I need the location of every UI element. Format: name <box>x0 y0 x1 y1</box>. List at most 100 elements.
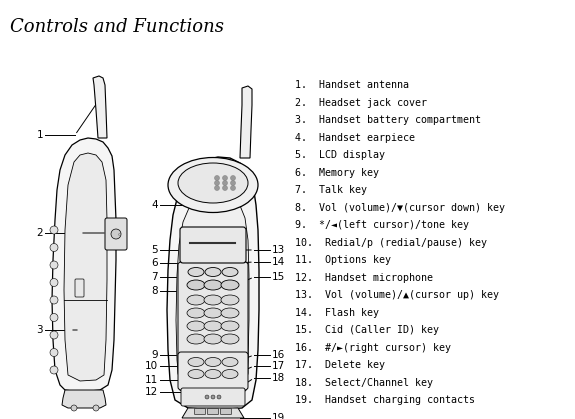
Circle shape <box>93 405 99 411</box>
Circle shape <box>111 229 121 239</box>
Ellipse shape <box>204 321 222 331</box>
Circle shape <box>223 186 228 191</box>
Circle shape <box>71 405 77 411</box>
Text: 5.  LCD display: 5. LCD display <box>295 150 385 160</box>
Circle shape <box>50 296 58 304</box>
Text: 19.  Handset charging contacts: 19. Handset charging contacts <box>295 395 475 405</box>
Circle shape <box>50 261 58 269</box>
Ellipse shape <box>187 295 205 305</box>
Text: 14: 14 <box>272 257 285 267</box>
FancyBboxPatch shape <box>105 218 127 250</box>
Circle shape <box>231 186 236 191</box>
Polygon shape <box>182 408 244 418</box>
Circle shape <box>50 243 58 251</box>
Circle shape <box>50 279 58 287</box>
Circle shape <box>217 395 221 399</box>
Polygon shape <box>52 138 116 392</box>
Text: 1.  Handset antenna: 1. Handset antenna <box>295 80 409 90</box>
Ellipse shape <box>205 357 221 367</box>
Ellipse shape <box>187 334 205 344</box>
Ellipse shape <box>221 280 239 290</box>
Circle shape <box>214 176 220 181</box>
Circle shape <box>205 395 209 399</box>
Ellipse shape <box>187 321 205 331</box>
Text: 11: 11 <box>145 375 158 385</box>
Ellipse shape <box>204 280 222 290</box>
Text: 2: 2 <box>36 228 43 238</box>
Text: 18.  Select/Channel key: 18. Select/Channel key <box>295 378 433 388</box>
Ellipse shape <box>188 357 204 367</box>
Ellipse shape <box>221 295 239 305</box>
Circle shape <box>223 181 228 186</box>
Polygon shape <box>93 76 107 138</box>
Text: 12.  Handset microphone: 12. Handset microphone <box>295 272 433 282</box>
Text: 10: 10 <box>145 361 158 371</box>
Text: 6: 6 <box>151 258 158 268</box>
Ellipse shape <box>178 163 248 203</box>
Text: 7: 7 <box>151 272 158 282</box>
Text: 3.  Handset battery compartment: 3. Handset battery compartment <box>295 115 481 125</box>
Ellipse shape <box>204 334 222 344</box>
Text: 1: 1 <box>36 130 43 140</box>
Polygon shape <box>240 86 252 158</box>
Text: Controls and Functions: Controls and Functions <box>10 18 224 36</box>
Circle shape <box>50 349 58 357</box>
FancyBboxPatch shape <box>178 262 248 376</box>
Text: 15.  Cid (Caller ID) key: 15. Cid (Caller ID) key <box>295 325 439 335</box>
FancyBboxPatch shape <box>75 279 84 297</box>
Text: 16.  #/►(right cursor) key: 16. #/►(right cursor) key <box>295 342 451 352</box>
FancyBboxPatch shape <box>194 409 205 414</box>
Text: 13.  Vol (volume)/▲(cursor up) key: 13. Vol (volume)/▲(cursor up) key <box>295 290 499 300</box>
Ellipse shape <box>188 267 204 277</box>
Text: 11.  Options key: 11. Options key <box>295 255 391 265</box>
Polygon shape <box>64 153 107 381</box>
Circle shape <box>214 181 220 186</box>
Circle shape <box>211 395 215 399</box>
Ellipse shape <box>221 308 239 318</box>
Text: 9.  */◄(left cursor)/tone key: 9. */◄(left cursor)/tone key <box>295 220 469 230</box>
Text: 2.  Headset jack cover: 2. Headset jack cover <box>295 98 427 108</box>
Text: 12: 12 <box>145 387 158 397</box>
Ellipse shape <box>187 308 205 318</box>
Text: 16: 16 <box>272 350 285 360</box>
Ellipse shape <box>222 370 238 378</box>
Ellipse shape <box>204 295 222 305</box>
Polygon shape <box>62 390 106 408</box>
FancyBboxPatch shape <box>208 409 218 414</box>
Circle shape <box>231 181 236 186</box>
Circle shape <box>50 313 58 321</box>
Ellipse shape <box>204 308 222 318</box>
Circle shape <box>231 176 236 181</box>
Text: 17.  Delete key: 17. Delete key <box>295 360 385 370</box>
Circle shape <box>50 331 58 339</box>
Text: 6.  Memory key: 6. Memory key <box>295 168 379 178</box>
Text: 15: 15 <box>272 272 285 282</box>
Ellipse shape <box>188 370 204 378</box>
Ellipse shape <box>205 267 221 277</box>
Text: 18: 18 <box>272 373 285 383</box>
Text: 17: 17 <box>272 361 285 371</box>
Text: 10.  Redial/p (redial/pause) key: 10. Redial/p (redial/pause) key <box>295 238 487 248</box>
Polygon shape <box>176 193 249 400</box>
FancyBboxPatch shape <box>220 409 232 414</box>
Text: c: c <box>117 232 121 236</box>
Text: 9: 9 <box>151 350 158 360</box>
Circle shape <box>223 176 228 181</box>
Text: 4: 4 <box>151 200 158 210</box>
Text: 13: 13 <box>272 245 285 255</box>
Ellipse shape <box>221 334 239 344</box>
Text: 3: 3 <box>36 325 43 335</box>
Text: 7.  Talk key: 7. Talk key <box>295 185 367 195</box>
Circle shape <box>50 366 58 374</box>
FancyBboxPatch shape <box>180 227 246 263</box>
FancyBboxPatch shape <box>181 388 245 406</box>
Text: 5: 5 <box>151 245 158 255</box>
Ellipse shape <box>168 158 258 212</box>
Ellipse shape <box>222 267 238 277</box>
Circle shape <box>214 186 220 191</box>
Circle shape <box>50 226 58 234</box>
Text: 14.  Flash key: 14. Flash key <box>295 308 379 318</box>
Ellipse shape <box>205 370 221 378</box>
FancyBboxPatch shape <box>178 352 248 390</box>
Text: 4.  Handset earpiece: 4. Handset earpiece <box>295 132 415 142</box>
